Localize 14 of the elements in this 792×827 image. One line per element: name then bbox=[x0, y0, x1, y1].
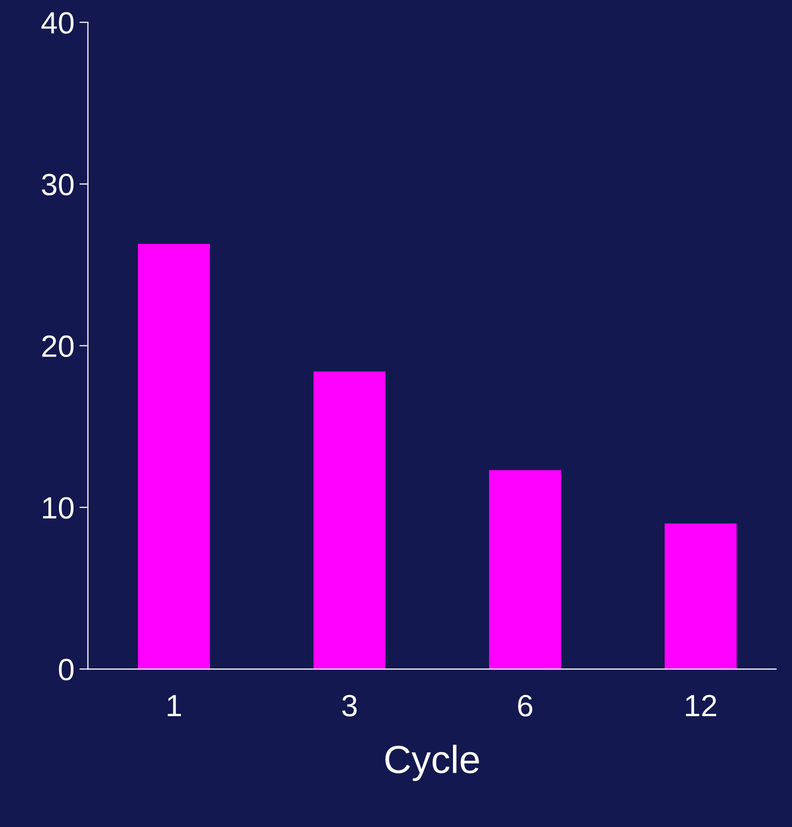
x-tick-label: 12 bbox=[686, 694, 716, 716]
bar bbox=[664, 524, 737, 670]
y-tick-label: 30 bbox=[42, 174, 74, 196]
x-axis-title: Cycle bbox=[385, 744, 479, 781]
y-tick-label: 20 bbox=[42, 335, 74, 358]
y-tick-label: 0 bbox=[58, 658, 74, 680]
bar bbox=[138, 244, 210, 670]
x-tick-label: 6 bbox=[518, 694, 532, 716]
y-tick-label: 10 bbox=[43, 497, 74, 519]
x-tick-label: 1 bbox=[168, 695, 181, 716]
bar bbox=[489, 470, 562, 670]
y-tick-label: 40 bbox=[41, 12, 74, 34]
bar bbox=[314, 372, 386, 670]
x-tick-label: 3 bbox=[342, 694, 357, 716]
